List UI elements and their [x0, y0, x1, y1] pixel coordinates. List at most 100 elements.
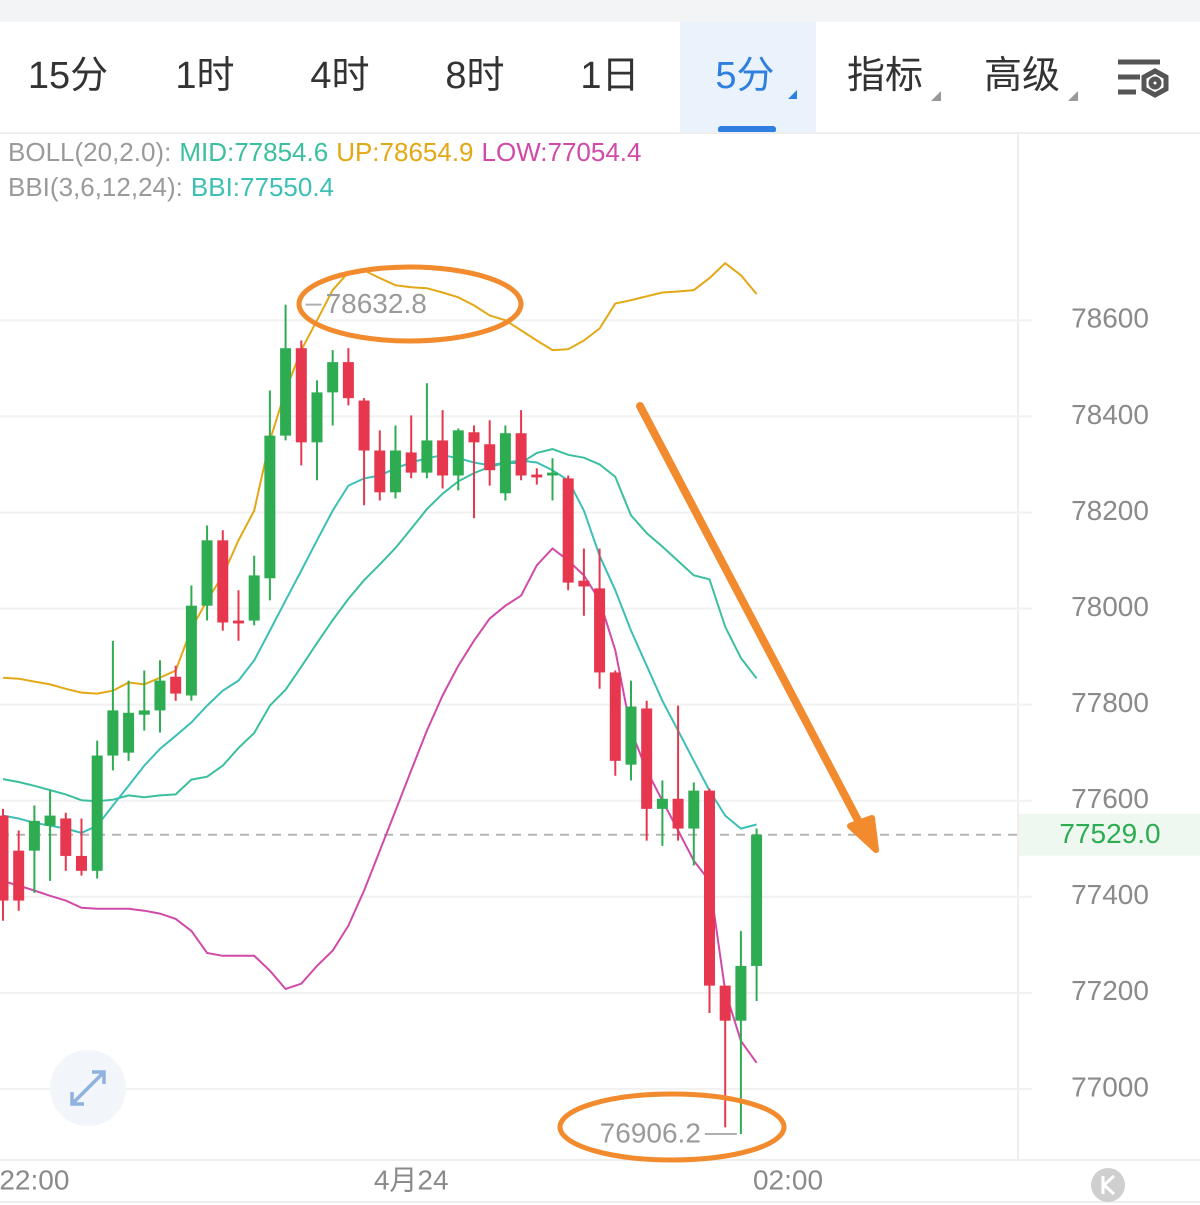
extreme-label: 76906.2 [600, 1117, 701, 1148]
indicator-header: BOLL(20,2.0): MID:77854.6 UP:78654.9 LOW:77… [8, 137, 641, 167]
k-bg [1091, 1168, 1125, 1202]
candle-body [468, 432, 480, 443]
y-tick-label: 77000 [1071, 1071, 1149, 1102]
candle-body [452, 430, 464, 476]
y-tick-label: 78400 [1071, 399, 1149, 430]
tab[interactable]: 指标 [847, 55, 923, 97]
header-item: LOW:77054.4 [482, 137, 642, 167]
candle-body [546, 472, 558, 476]
candle-body [374, 450, 386, 493]
candle-body [123, 712, 135, 753]
tab[interactable]: 1时 [175, 55, 234, 97]
y-tick-label: 78200 [1071, 495, 1149, 526]
candle-body [232, 620, 244, 624]
dropdown-caret [1068, 91, 1078, 101]
candle-body [515, 433, 527, 476]
candle-body [609, 672, 621, 761]
candle-body [625, 706, 637, 765]
x-tick-label: 02:00 [753, 1164, 823, 1195]
x-tick-label: 22:00 [0, 1164, 69, 1195]
candle-body [13, 850, 25, 901]
candle-body [264, 435, 276, 579]
candle-body [91, 755, 103, 871]
header-item: UP:78654.9 [336, 137, 473, 167]
y-tick-label: 77800 [1071, 687, 1149, 718]
x-tick-label: 4月24 [374, 1164, 449, 1195]
candle-body [562, 478, 574, 583]
k-icon [1101, 1174, 1116, 1196]
candle-layer [0, 304, 763, 1134]
candle-body [405, 452, 417, 473]
active-tab-bg [680, 22, 816, 133]
tab[interactable]: 15分 [28, 55, 108, 97]
candle-body [641, 708, 653, 809]
candle-body [0, 815, 9, 901]
tab-bar: 15分 1时 4时 8时 1日 5分 指标 高级 [0, 22, 1200, 134]
expand-button[interactable] [50, 1050, 126, 1126]
candle-body [107, 710, 119, 756]
y-tick-label: 77400 [1071, 879, 1149, 910]
candle-body [327, 362, 339, 393]
candle-body [75, 855, 87, 871]
grid-layer: 77000 77200 77400 77600 77800 78000 78200 78400… [0, 303, 1149, 1195]
candle-body [531, 474, 543, 478]
candle-body [154, 680, 166, 711]
candle-body [672, 798, 684, 829]
candle-body [719, 985, 731, 1021]
active-underline [718, 126, 776, 133]
candle-body [656, 798, 668, 809]
candle-body [248, 575, 260, 621]
indicator-header: BBI(3,6,12,24): BBI:77550.4 [8, 172, 334, 202]
candle-body [201, 540, 213, 606]
icon-gear [1141, 68, 1169, 98]
last-price-layer: 77529.0 [0, 813, 1200, 856]
candle-body [28, 820, 40, 851]
dropdown-caret [788, 90, 797, 99]
candle-body [342, 362, 354, 399]
tab-active[interactable]: 5分 [715, 55, 774, 97]
candle-body [138, 710, 150, 715]
candle-body [170, 676, 182, 694]
candle-body [703, 790, 715, 986]
arrow-shaft [636, 402, 866, 832]
candle-body [217, 540, 229, 623]
indicator-layer [2, 261, 758, 1064]
candle-body [499, 433, 511, 494]
extreme-label: 78632.8 [326, 288, 427, 319]
candle-body [358, 400, 370, 451]
y-tick-label: 78000 [1071, 591, 1149, 622]
tab[interactable]: 8时 [445, 55, 504, 97]
candle-body [735, 965, 747, 1021]
last-price-bg [1019, 813, 1200, 856]
last-price-label: 77529.0 [1059, 818, 1160, 849]
indicator-line [2, 448, 758, 803]
header-item: BOLL(20,2.0): [8, 137, 171, 167]
candle-body [594, 588, 606, 673]
expand-icon [70, 1070, 106, 1106]
tab[interactable]: 1日 [580, 55, 639, 97]
status-strip [0, 0, 1200, 22]
candle-body [311, 392, 323, 443]
candle-body [295, 348, 307, 443]
y-tick-label: 77600 [1071, 783, 1149, 814]
arrow-head [847, 815, 879, 853]
header-item: MID:77854.6 [179, 137, 328, 167]
candle-body [578, 580, 590, 587]
candle-body [437, 440, 449, 476]
k-button[interactable] [1091, 1168, 1125, 1202]
candle-body [389, 450, 401, 493]
candle-body [484, 444, 496, 471]
dropdown-caret [931, 91, 941, 101]
highlight-ellipse [296, 264, 524, 344]
highlight-ellipse [557, 1091, 787, 1163]
annotation-layer: 78632.8 76906.2 [305, 288, 737, 1148]
tab[interactable]: 4时 [310, 55, 369, 97]
candle-body [421, 440, 433, 473]
candle-body [44, 815, 56, 826]
trend-arrow [636, 402, 879, 853]
tab[interactable]: 高级 [984, 55, 1060, 97]
settings-icon[interactable] [1118, 59, 1169, 98]
candle-body [185, 605, 197, 696]
